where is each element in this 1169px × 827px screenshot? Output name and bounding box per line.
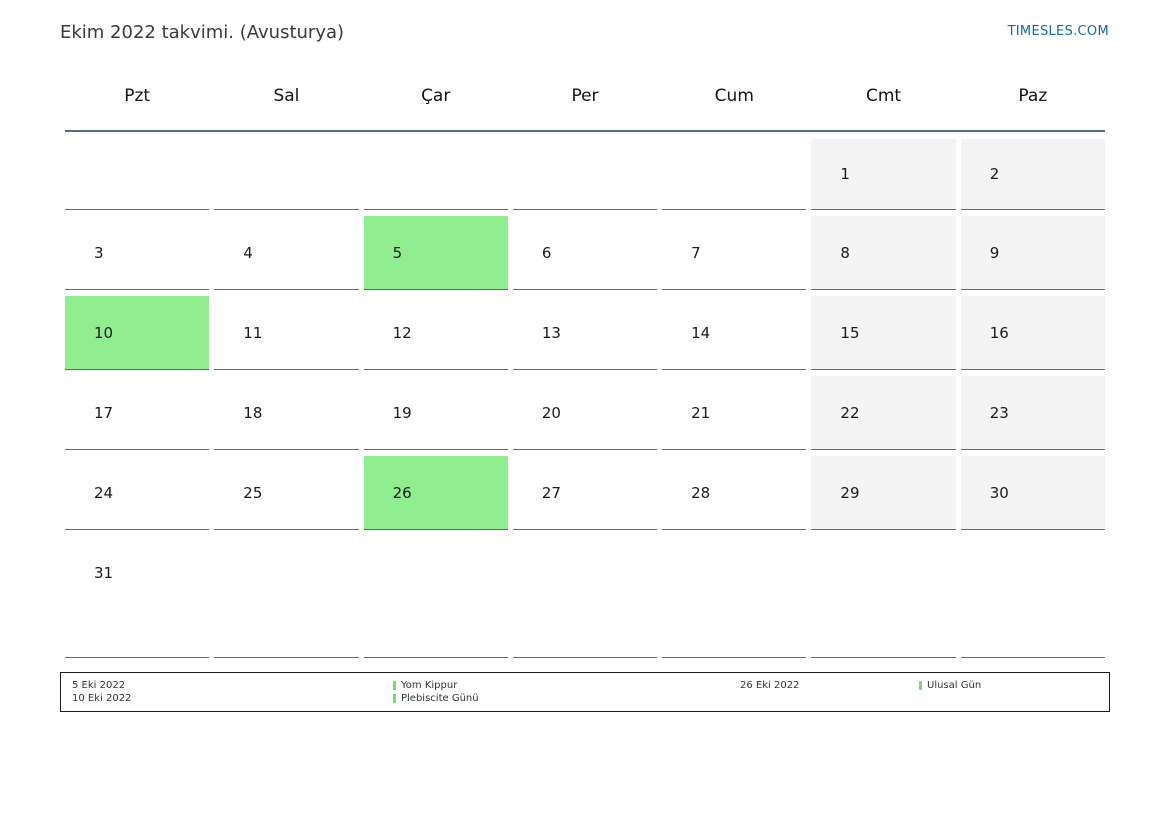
day-cell: 19	[363, 376, 508, 450]
legend-event: Ulusal Gün	[919, 679, 981, 692]
legend-date: 5 Eki 2022	[72, 680, 126, 691]
calendar-grid: 1 2 3 4 5 6 7 8 9 10 11 12 13 14 15 16 1…	[65, 139, 1105, 658]
day-cell: 13	[512, 296, 658, 370]
day-cell: 21	[662, 376, 807, 450]
legend-dates-group-1: 5 Eki 2022 10 Eki 2022	[72, 679, 131, 705]
legend-events-group-1: Yom Kippur Plebiscite Günü	[393, 679, 479, 705]
day-cell: 29	[811, 456, 956, 530]
legend-event-label: Yom Kippur	[401, 680, 458, 691]
day-cell: 11	[214, 296, 359, 370]
day-cell: 14	[662, 296, 807, 370]
day-cell: 8	[811, 216, 956, 290]
day-cell: 20	[512, 376, 658, 450]
day-cell: 2	[960, 139, 1105, 210]
legend-event: Plebiscite Günü	[393, 692, 479, 705]
legend-marker	[919, 681, 922, 690]
day-cell: 5	[363, 216, 508, 290]
weekday-header: Paz	[1018, 86, 1048, 106]
legend-marker	[393, 694, 396, 703]
day-cell: 15	[811, 296, 956, 370]
legend-event: Yom Kippur	[393, 679, 479, 692]
page-title: Ekim 2022 takvimi. (Avusturya)	[60, 22, 345, 43]
day-cell: 7	[662, 216, 807, 290]
day-cell	[960, 536, 1105, 658]
day-cell	[363, 536, 508, 658]
weekday-header: Cum	[714, 86, 754, 106]
day-cell: 27	[512, 456, 658, 530]
day-cell: 26	[363, 456, 508, 530]
day-cell: 12	[363, 296, 508, 370]
legend: 5 Eki 2022 10 Eki 2022 Yom Kippur Plebis…	[60, 672, 1110, 712]
weekday-header: Cmt	[866, 86, 902, 106]
day-cell: 31	[65, 536, 210, 658]
weekday-header: Sal	[273, 86, 300, 106]
day-cell: 30	[960, 456, 1105, 530]
day-cell: 9	[960, 216, 1105, 290]
day-cell: 16	[960, 296, 1105, 370]
day-cell: 28	[662, 456, 807, 530]
day-cell	[662, 139, 807, 210]
legend-date: 26 Eki 2022	[740, 680, 800, 691]
day-cell: 22	[811, 376, 956, 450]
site-link[interactable]: TIMESLES.COM	[1007, 24, 1109, 39]
weekday-header: Per	[571, 86, 599, 106]
day-cell: 18	[214, 376, 359, 450]
day-cell: 4	[214, 216, 359, 290]
day-cell: 3	[65, 216, 210, 290]
day-cell	[214, 139, 359, 210]
day-cell: 10	[65, 296, 210, 370]
legend-dates-group-2: 26 Eki 2022	[740, 679, 799, 692]
weekday-header: Pzt	[124, 86, 151, 106]
weekday-header-row: Pzt Sal Çar Per Cum Cmt Paz	[65, 86, 1105, 106]
weekday-header: Çar	[421, 86, 451, 106]
calendar: Pzt Sal Çar Per Cum Cmt Paz 1 2 3 4 5 6 …	[65, 86, 1105, 658]
legend-event-label: Plebiscite Günü	[401, 693, 479, 704]
day-cell	[65, 139, 210, 210]
day-cell	[214, 536, 359, 658]
day-cell: 24	[65, 456, 210, 530]
day-cell: 23	[960, 376, 1105, 450]
day-cell: 25	[214, 456, 359, 530]
legend-event-label: Ulusal Gün	[927, 680, 982, 691]
topbar: Ekim 2022 takvimi. (Avusturya) TIMESLES.…	[0, 0, 1169, 43]
day-cell	[662, 536, 807, 658]
legend-date: 10 Eki 2022	[72, 693, 132, 704]
day-cell	[363, 139, 508, 210]
day-cell: 1	[811, 139, 956, 210]
legend-marker	[393, 681, 396, 690]
day-cell: 17	[65, 376, 210, 450]
header-rule	[65, 130, 1105, 132]
day-cell	[512, 536, 658, 658]
day-cell: 6	[512, 216, 658, 290]
day-cell	[512, 139, 658, 210]
day-cell	[811, 536, 956, 658]
legend-events-group-2: Ulusal Gün	[919, 679, 981, 692]
